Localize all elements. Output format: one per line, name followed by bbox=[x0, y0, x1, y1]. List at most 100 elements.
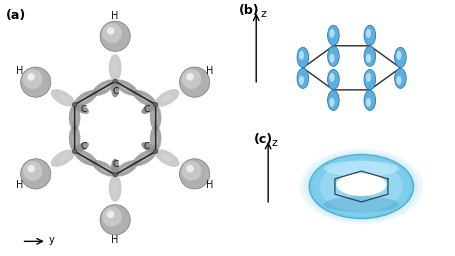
Ellipse shape bbox=[296, 68, 308, 88]
Ellipse shape bbox=[365, 54, 370, 63]
Circle shape bbox=[20, 159, 51, 189]
Ellipse shape bbox=[111, 158, 119, 175]
Ellipse shape bbox=[308, 155, 413, 219]
Ellipse shape bbox=[120, 83, 130, 91]
Ellipse shape bbox=[115, 160, 137, 176]
Ellipse shape bbox=[79, 95, 90, 102]
Text: H: H bbox=[206, 66, 213, 76]
Ellipse shape bbox=[108, 175, 121, 202]
Circle shape bbox=[72, 149, 76, 154]
Ellipse shape bbox=[327, 25, 339, 45]
Ellipse shape bbox=[153, 110, 158, 122]
Ellipse shape bbox=[299, 149, 422, 224]
Ellipse shape bbox=[329, 54, 334, 63]
Circle shape bbox=[100, 21, 130, 51]
Ellipse shape bbox=[72, 134, 77, 146]
Ellipse shape bbox=[111, 81, 119, 98]
Ellipse shape bbox=[153, 134, 158, 146]
Ellipse shape bbox=[74, 150, 97, 166]
Ellipse shape bbox=[59, 154, 70, 161]
Ellipse shape bbox=[365, 29, 370, 38]
Circle shape bbox=[23, 161, 42, 181]
Ellipse shape bbox=[74, 103, 89, 114]
Text: H: H bbox=[111, 234, 119, 244]
Ellipse shape bbox=[365, 73, 370, 82]
Ellipse shape bbox=[77, 145, 84, 150]
Ellipse shape bbox=[112, 181, 118, 193]
Circle shape bbox=[182, 161, 201, 181]
Ellipse shape bbox=[160, 154, 171, 161]
Circle shape bbox=[113, 173, 117, 177]
Ellipse shape bbox=[395, 76, 401, 85]
Text: y: y bbox=[49, 234, 54, 244]
Ellipse shape bbox=[120, 165, 130, 173]
Ellipse shape bbox=[150, 125, 161, 151]
Ellipse shape bbox=[160, 95, 171, 102]
Ellipse shape bbox=[51, 89, 75, 107]
Ellipse shape bbox=[329, 29, 334, 38]
Ellipse shape bbox=[155, 89, 179, 107]
Ellipse shape bbox=[329, 98, 334, 107]
Ellipse shape bbox=[77, 106, 84, 111]
Ellipse shape bbox=[74, 142, 89, 153]
Ellipse shape bbox=[307, 154, 414, 219]
Ellipse shape bbox=[79, 154, 90, 161]
Text: H: H bbox=[111, 12, 119, 22]
Ellipse shape bbox=[327, 69, 339, 90]
Ellipse shape bbox=[363, 69, 375, 90]
Ellipse shape bbox=[92, 160, 115, 176]
Ellipse shape bbox=[296, 47, 308, 67]
Ellipse shape bbox=[363, 25, 375, 45]
Ellipse shape bbox=[141, 142, 156, 153]
Ellipse shape bbox=[69, 125, 80, 151]
Circle shape bbox=[113, 79, 117, 83]
Circle shape bbox=[27, 165, 35, 172]
Ellipse shape bbox=[115, 80, 137, 96]
Ellipse shape bbox=[303, 151, 418, 222]
Text: z: z bbox=[260, 9, 266, 19]
Text: C: C bbox=[112, 160, 118, 169]
Text: C: C bbox=[80, 105, 86, 114]
Ellipse shape bbox=[140, 95, 151, 102]
Ellipse shape bbox=[298, 76, 303, 85]
Ellipse shape bbox=[298, 51, 303, 60]
Ellipse shape bbox=[132, 90, 156, 106]
Circle shape bbox=[20, 67, 51, 97]
Ellipse shape bbox=[51, 149, 75, 167]
Circle shape bbox=[186, 73, 193, 81]
Ellipse shape bbox=[59, 95, 70, 102]
Circle shape bbox=[102, 23, 121, 43]
Ellipse shape bbox=[363, 90, 375, 110]
Circle shape bbox=[100, 205, 130, 235]
Text: z: z bbox=[271, 138, 277, 148]
Text: C: C bbox=[80, 142, 86, 151]
Ellipse shape bbox=[323, 161, 398, 177]
Text: H: H bbox=[16, 66, 23, 76]
Circle shape bbox=[179, 67, 209, 97]
Text: C: C bbox=[143, 105, 150, 114]
Ellipse shape bbox=[74, 90, 97, 106]
Ellipse shape bbox=[113, 164, 116, 171]
Ellipse shape bbox=[72, 110, 77, 122]
Circle shape bbox=[153, 149, 157, 154]
Text: C: C bbox=[143, 142, 150, 151]
Text: H: H bbox=[206, 180, 213, 190]
Ellipse shape bbox=[69, 105, 80, 131]
Circle shape bbox=[27, 73, 35, 81]
Ellipse shape bbox=[92, 80, 115, 96]
Circle shape bbox=[72, 102, 76, 107]
Ellipse shape bbox=[140, 154, 151, 161]
Circle shape bbox=[186, 165, 193, 172]
Ellipse shape bbox=[327, 90, 339, 110]
Ellipse shape bbox=[329, 73, 334, 82]
Circle shape bbox=[153, 102, 157, 107]
Circle shape bbox=[102, 207, 121, 227]
Ellipse shape bbox=[113, 85, 116, 92]
Ellipse shape bbox=[150, 105, 161, 131]
Ellipse shape bbox=[323, 196, 398, 212]
Ellipse shape bbox=[132, 150, 156, 166]
Ellipse shape bbox=[394, 47, 405, 67]
Ellipse shape bbox=[313, 157, 409, 216]
Ellipse shape bbox=[100, 83, 110, 91]
Ellipse shape bbox=[327, 46, 339, 66]
